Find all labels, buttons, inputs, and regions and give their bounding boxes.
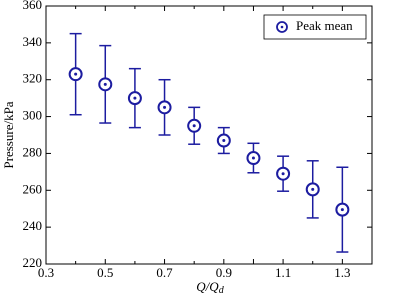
x-axis-title: Q/Qd xyxy=(196,279,224,296)
y-axis-title: Pressure/kPa xyxy=(1,101,16,168)
marker-dot xyxy=(340,208,344,212)
y-tick-label: 240 xyxy=(23,218,43,233)
marker-dot xyxy=(222,139,226,143)
y-tick-label: 340 xyxy=(23,34,43,49)
marker-dot xyxy=(103,82,107,86)
x-tick-label: 1.1 xyxy=(275,265,291,280)
x-tick-label: 1.3 xyxy=(334,265,350,280)
x-axis-title-sub: d xyxy=(219,285,225,296)
marker-dot xyxy=(192,124,196,128)
y-tick-label: 220 xyxy=(23,255,43,270)
plot-frame xyxy=(45,5,373,265)
marker-dot xyxy=(251,156,255,160)
marker-dot xyxy=(74,72,78,76)
y-tick-label: 280 xyxy=(23,144,43,159)
marker-dot xyxy=(163,105,167,109)
y-tick-label: 300 xyxy=(23,108,43,123)
x-tick-label: 0.7 xyxy=(156,265,173,280)
legend-marker-dot xyxy=(280,25,284,29)
x-axis-title-main: Q/Q xyxy=(196,279,219,294)
x-tick-label: 0.5 xyxy=(97,265,113,280)
x-tick-label: 0.9 xyxy=(216,265,232,280)
y-tick-label: 360 xyxy=(23,0,43,12)
y-tick-label: 320 xyxy=(23,71,43,86)
marker-dot xyxy=(311,187,315,191)
legend-label: Peak mean xyxy=(296,18,353,33)
marker-dot xyxy=(281,172,285,176)
marker-dot xyxy=(133,96,137,100)
x-tick-label: 0.3 xyxy=(38,265,54,280)
y-tick-label: 260 xyxy=(23,181,43,196)
